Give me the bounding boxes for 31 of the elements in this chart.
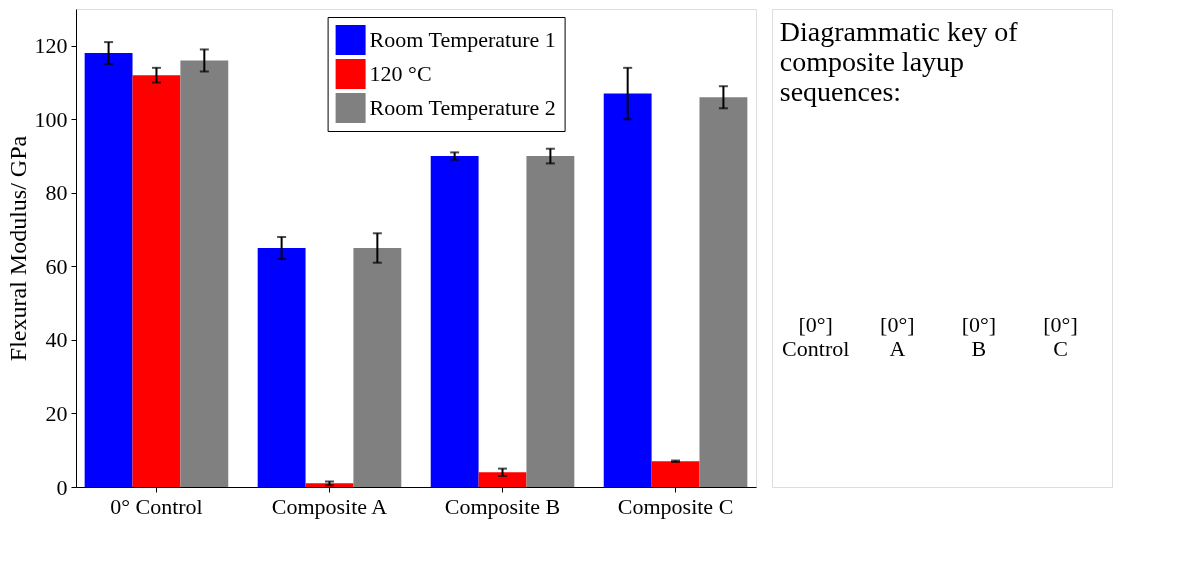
bar xyxy=(699,97,748,487)
bar xyxy=(603,93,652,487)
y-tick-label: 60 xyxy=(45,253,68,279)
y-tick-label: 100 xyxy=(34,106,68,132)
bar xyxy=(526,156,575,487)
text: [0°] Control xyxy=(782,311,850,361)
y-tick-label: 0 xyxy=(56,474,68,500)
text: [0°] A xyxy=(880,311,915,361)
bar xyxy=(430,156,479,487)
bar xyxy=(84,53,133,487)
bar xyxy=(478,472,527,487)
bar xyxy=(651,461,700,487)
x-tick-label: Composite C xyxy=(617,493,734,519)
y-axis-title: Flexural Modulus/ GPa xyxy=(4,135,31,362)
bar xyxy=(180,60,229,487)
bar xyxy=(132,75,181,487)
y-tick-label: 120 xyxy=(34,33,68,59)
bar xyxy=(257,248,306,487)
x-tick-label: 0° Control xyxy=(110,493,203,519)
x-tick-label: Composite A xyxy=(271,493,388,519)
text: [0°] B xyxy=(961,311,997,361)
y-tick-label: 80 xyxy=(45,180,68,206)
text: Diagrammatic key of composite layup sequences: xyxy=(779,15,1019,107)
bar xyxy=(353,248,402,487)
legend-label: Room Temperature 1 xyxy=(369,27,556,52)
x-tick-label: Composite B xyxy=(444,493,561,519)
text: [0°] C xyxy=(1043,311,1078,361)
y-tick-label: 40 xyxy=(45,327,68,353)
y-tick-label: 20 xyxy=(45,400,68,426)
legend-label: 120 °C xyxy=(369,61,432,86)
legend-label: Room Temperature 2 xyxy=(369,95,556,120)
